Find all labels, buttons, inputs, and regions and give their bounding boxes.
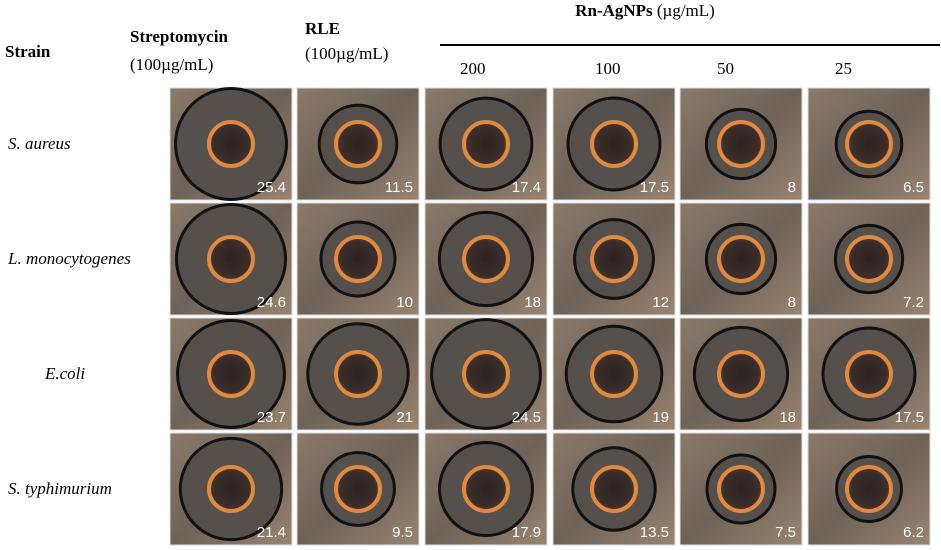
well [334,465,382,513]
zone-value: 13.5 [640,524,669,541]
well [845,235,893,283]
zone-value: 9.5 [392,524,413,541]
group-name: Rn-AgNPs [575,1,653,20]
zone-value: 17.4 [512,179,541,196]
well [845,120,893,168]
well [717,465,765,513]
strain-header: Strain [5,42,51,61]
zone-value: 12 [652,294,669,311]
zone-value: 11.5 [385,179,413,196]
zone-value: 19 [652,409,669,426]
zone-value: 7.5 [775,524,796,541]
strain-name: E.coli [44,364,85,383]
zone-value: 21.4 [257,524,286,541]
column-unit: (100µg/mL) [305,44,388,63]
well [462,120,510,168]
zone-value: 24.6 [257,294,286,311]
zone-value: 18 [524,294,541,311]
well [590,235,638,283]
zone-value: 25.4 [257,179,286,196]
zone-value: 6.5 [903,179,924,196]
well [845,465,893,513]
concentration: 50 [717,59,734,78]
strain-name: L. monocytogenes [7,249,131,268]
zone-value: 17.5 [640,179,669,196]
zone-value: 8 [788,294,796,311]
group-unit: (µg/mL) [657,1,715,20]
zone-value: 24.5 [512,409,541,426]
zone-value: 6.2 [903,524,924,541]
well [462,465,510,513]
zone-value: 17.5 [895,409,924,426]
zone-value: 7.2 [903,294,924,311]
zone-value: 17.9 [512,524,541,541]
column-name: Streptomycin [130,27,228,46]
well [207,235,255,283]
zone-value: 18 [779,409,796,426]
strain-name: S. typhimurium [8,479,112,498]
column-unit: (100µg/mL) [130,55,213,74]
well [590,465,638,513]
well [717,350,765,398]
well [717,120,765,168]
concentration: 100 [595,59,621,78]
well [334,235,382,283]
zone-value: 21 [396,409,413,426]
group-header: Rn-AgNPs (µg/mL) [575,1,715,20]
concentration: 200 [460,59,486,78]
well [207,120,255,168]
well [845,350,893,398]
well [334,350,382,398]
grid: 200 100 50 25 S. aureus 25.4 11.5 17.4 17.5 8 6.5 L… [7,59,931,546]
concentration: 25 [835,59,852,78]
zone-value: 8 [788,179,796,196]
well [462,235,510,283]
well [590,350,638,398]
well [207,465,255,513]
strain-name: S. aureus [8,134,71,153]
well [590,120,638,168]
well [334,120,382,168]
zone-value: 23.7 [257,409,286,426]
zone-value: 10 [396,294,413,311]
column-name: RLE [305,19,340,38]
well [462,350,510,398]
well [207,350,255,398]
well [717,235,765,283]
